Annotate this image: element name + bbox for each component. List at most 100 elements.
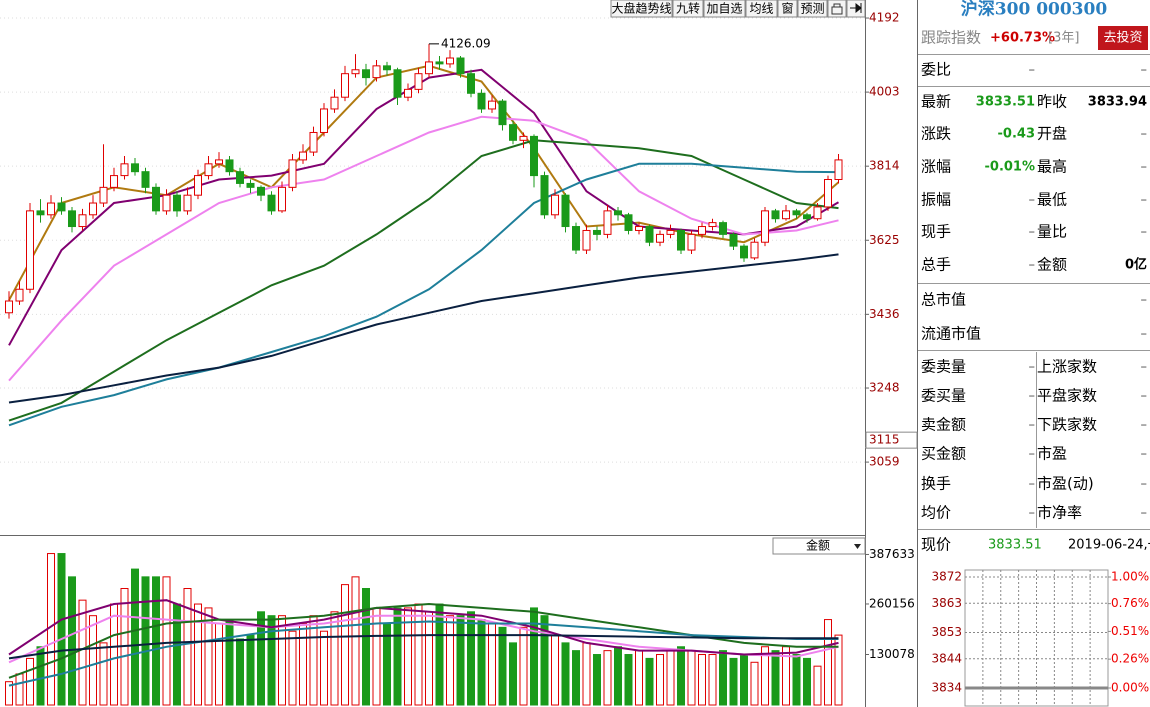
toolbar-button[interactable] [745,0,778,18]
candle-body [236,171,244,184]
volume-bar [78,599,87,706]
toolbar-icons [827,0,866,18]
volume-bar [362,588,370,706]
toolbar-button-label[interactable]: 加自选 [706,2,742,16]
quote-label: 委买量 [921,387,966,405]
volume-bar [792,654,801,706]
y-tick-label: 387633 [869,547,915,561]
candle-body [215,159,223,165]
candle-body [656,233,664,243]
volume-bar [540,615,549,706]
quote-label: 买金额 [921,445,966,463]
volume-bar [519,626,528,706]
quote-label: 换手 [921,475,951,493]
volume-bar [824,619,832,706]
quote-label: 市净率 [1037,504,1082,522]
volume-bar [225,619,234,706]
candle-body [320,108,328,133]
candle-body [635,226,643,231]
peak-label: 4126.09 [441,36,491,50]
candle-body [68,210,76,228]
volume-bar [152,576,160,706]
quote-label: 最新 [921,93,951,111]
toolbar-button-label[interactable]: 大盘趋势线 [611,1,671,16]
moving-average-line [8,634,839,660]
toolbar-button[interactable] [610,0,673,18]
candle-body [183,194,192,212]
candle-body [729,233,738,247]
volume-bar [467,611,475,706]
toolbar-button[interactable] [797,0,828,18]
candle-body [225,159,234,173]
quote-value: – [1141,389,1148,404]
toolbar-button-label[interactable]: 预测 [800,2,824,16]
volume-bar [89,615,97,706]
candle-body [477,92,486,110]
volume-bar [236,638,244,706]
toolbar-button-label[interactable]: 窗 [781,2,793,16]
volume-bar [477,619,486,706]
quote-date: 2019-06-24,一 [1068,538,1150,553]
candle-body [425,61,433,75]
volume-bar [131,568,139,706]
candle-body [572,226,580,251]
quote-label: 振幅 [921,191,951,209]
candle-body [593,229,601,235]
y2-tick-label: 0.00% [1111,681,1149,695]
toolbar-button[interactable] [703,0,746,18]
quote-label: 平盘家数 [1037,387,1097,405]
volume-bar [729,657,738,706]
quote-value: – [1029,360,1036,375]
quote-label: 总市值 [921,291,966,309]
quote-label: 量比 [1037,223,1067,241]
y-tick-label: 4192 [869,11,900,25]
dropdown-arrow [854,544,861,549]
volume-bar [110,603,118,706]
expand-icon [850,2,862,14]
volume-bar [666,650,675,706]
candle-body [551,194,559,216]
candle-body [330,96,339,110]
moving-average-line [8,253,839,404]
candle-body [519,135,528,141]
quote-value: – [1029,258,1036,273]
y-tick-label: 3872 [931,570,962,584]
y-tick-label: 3863 [931,596,962,610]
volume-bar [530,607,538,706]
candle-body [204,163,213,177]
volume-bar [551,634,559,706]
candle-body [383,65,391,71]
toolbar-button[interactable] [672,0,704,18]
candle-body [57,202,66,212]
invest-button-label[interactable]: 去投资 [1103,30,1142,46]
y-tick-label: 130078 [869,647,915,661]
toolbar-button-label[interactable]: 九转 [676,1,700,16]
candle-body [530,135,538,177]
quote-value: 3833.94 [1088,95,1147,110]
toolbar-button[interactable] [777,0,798,18]
candle-body [47,202,55,216]
quote-value: – [1141,160,1148,175]
candle-body [708,222,717,228]
toolbar-button-label[interactable]: 均线 [749,2,773,16]
quote-label: 开盘 [1037,125,1067,143]
volume-bar [215,622,223,706]
candle-body [750,241,759,259]
candle-body [288,159,297,188]
candle-body [246,182,255,188]
volume-dropdown[interactable] [772,537,866,555]
quote-label: 委比 [921,61,951,79]
y2-tick-label: 0.51% [1111,624,1149,638]
candle-body [456,57,465,75]
volume-bar [288,630,297,706]
candle-body [173,194,181,212]
candle-body [782,210,790,220]
volume-bar [582,642,591,706]
quote-label: 流通市值 [921,325,981,343]
invest-button[interactable] [1098,26,1148,50]
volume-dropdown-label[interactable]: 金额 [806,538,830,553]
quote-label: 涨幅 [921,158,951,176]
volume-bar [183,588,192,706]
candle-body [813,206,822,220]
